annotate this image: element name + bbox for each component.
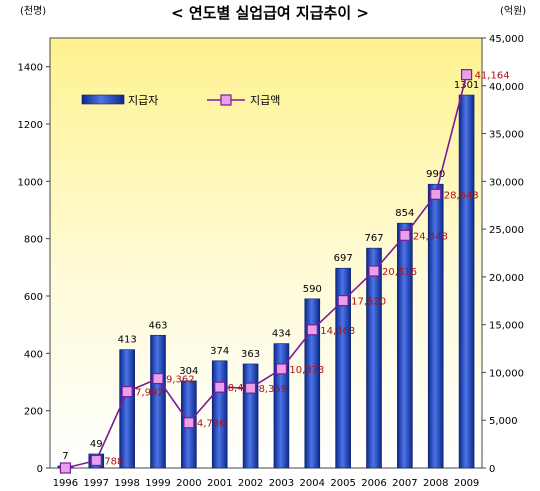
bar-value-label: 990 — [426, 169, 445, 180]
bar-value-label: 49 — [90, 439, 103, 450]
bar-value-label: 363 — [241, 349, 260, 360]
line-value-label: 17,520 — [351, 297, 386, 308]
right-axis-unit: (억원) — [500, 5, 526, 17]
bar-value-label: 304 — [179, 366, 198, 377]
x-tick-label: 1999 — [145, 478, 170, 489]
line-marker — [152, 372, 164, 385]
line-marker — [368, 265, 380, 277]
legend-line-label: 지급액 — [250, 94, 280, 107]
line-marker — [214, 381, 226, 393]
right-tick-label: 5,000 — [489, 416, 518, 427]
right-tick-label: 25,000 — [489, 225, 524, 236]
left-tick-label: 1000 — [18, 177, 43, 188]
x-axis: 1996 1997 1998 1999 2000 2001 2002 2003 2004 2005… — [53, 478, 480, 489]
x-tick-label: 1997 — [84, 478, 109, 489]
line-value-label: 7,992 — [135, 388, 164, 399]
line-marker — [183, 417, 195, 429]
x-tick-label: 2001 — [207, 478, 232, 489]
left-tick-label: 1200 — [18, 120, 43, 131]
x-tick-label: 2006 — [361, 478, 386, 489]
left-tick-label: 0 — [37, 464, 43, 475]
line-value-label: 788 — [104, 456, 123, 467]
x-tick-label: 2002 — [238, 478, 263, 489]
x-tick-label: 2000 — [176, 478, 201, 489]
legend-bar-swatch — [81, 94, 125, 105]
x-tick-label: 2004 — [300, 478, 325, 489]
line-value-label: 4,736 — [197, 419, 226, 430]
line-value-label: 20,616 — [382, 267, 417, 278]
left-tick-label: 600 — [24, 292, 43, 303]
bar — [119, 349, 135, 469]
bar-value-label: 697 — [334, 253, 353, 264]
bar — [211, 360, 228, 469]
right-tick-label: 30,000 — [489, 177, 524, 188]
bar — [366, 247, 382, 469]
bar-series: 7 49 413 463 304 374 363 434 590 697 767 854 990 1301 — [57, 80, 479, 469]
x-tick-label: 2003 — [269, 478, 294, 489]
right-tick-label: 20,000 — [489, 273, 524, 284]
bar — [458, 94, 475, 469]
line-value-label: 10,373 — [289, 365, 324, 376]
legend: 지급자 지급액 — [81, 94, 280, 107]
left-axis: 0 200 400 600 800 1000 1200 1400 — [18, 63, 50, 475]
bar — [150, 334, 166, 469]
left-tick-label: 400 — [24, 349, 43, 360]
line-value-label: 9,362 — [166, 375, 195, 386]
left-tick-label: 800 — [24, 235, 43, 246]
right-tick-label: 15,000 — [489, 321, 524, 332]
right-axis: 0 5,000 10,000 15,000 20,000 25,000 30,000 35,0… — [482, 34, 524, 475]
bar — [427, 183, 444, 469]
bar — [397, 222, 413, 469]
line-marker — [275, 363, 288, 375]
line-marker — [337, 294, 349, 307]
bar-value-label: 374 — [210, 346, 229, 357]
bar-value-label: 590 — [303, 284, 322, 295]
x-tick-label: 1996 — [53, 478, 78, 489]
bar-value-label: 434 — [272, 329, 291, 340]
x-tick-label: 2009 — [454, 478, 479, 489]
x-tick-label: 2007 — [392, 478, 417, 489]
line-marker — [306, 324, 318, 336]
left-tick-label: 1400 — [18, 63, 43, 74]
chart-title: < 연도별 실업급여 지급추이 > — [171, 4, 369, 22]
legend-line-marker — [220, 94, 232, 106]
right-tick-label: 35,000 — [489, 130, 524, 141]
legend-bar-label: 지급자 — [128, 94, 158, 107]
line-marker — [460, 69, 473, 81]
x-tick-label: 2008 — [423, 478, 448, 489]
line-marker — [121, 386, 133, 398]
line-marker — [244, 382, 257, 394]
bar — [304, 298, 321, 469]
bar-value-label: 767 — [364, 233, 383, 244]
line-marker — [90, 454, 102, 467]
bar-value-label: 854 — [395, 208, 414, 219]
right-tick-label: 40,000 — [489, 82, 524, 93]
bar — [273, 343, 290, 469]
right-tick-label: 0 — [489, 464, 495, 475]
bar-value-label: 463 — [148, 320, 167, 331]
line-marker — [59, 462, 72, 474]
line-marker — [430, 188, 442, 200]
line-value-label: 28,643 — [444, 190, 479, 201]
line-value-label: 14,463 — [320, 326, 355, 337]
line-value-label: 8,459 — [228, 383, 257, 394]
bar-value-label: 413 — [118, 335, 137, 346]
line-value-label: 8,359 — [259, 384, 288, 395]
bar — [335, 267, 351, 469]
right-tick-label: 45,000 — [489, 34, 524, 45]
right-tick-label: 10,000 — [489, 368, 524, 379]
line-marker — [399, 229, 411, 241]
bar — [242, 363, 259, 469]
line-value-label: 24,348 — [413, 231, 448, 242]
bar-value-label: 1301 — [454, 80, 479, 91]
x-tick-label: 1998 — [114, 478, 139, 489]
line-value-label: 41,164 — [475, 71, 510, 82]
x-tick-label: 2005 — [330, 478, 355, 489]
left-axis-unit: (천명) — [20, 5, 46, 17]
bar-value-label: 7 — [62, 451, 68, 462]
left-tick-label: 200 — [24, 407, 43, 418]
